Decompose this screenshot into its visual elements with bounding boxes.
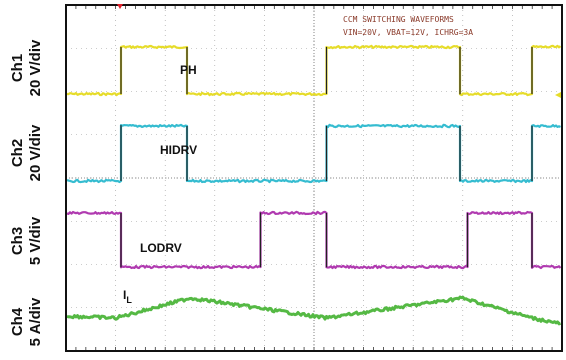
ch3-scale: 5 V/div: [27, 216, 44, 265]
ch2-edges: [120, 125, 533, 181]
ch4-name: Ch4: [9, 307, 26, 336]
hidrv-label: HIDRV: [160, 143, 197, 157]
annotation-line-2: VIN=20V, VBAT=12V, ICHRG=3A: [343, 28, 473, 37]
plot-frame: [65, 4, 563, 352]
lodrv-label: LODRV: [140, 241, 182, 255]
ch2-trace: [66, 123, 561, 184]
ch2-scale: 20 V/div: [27, 124, 44, 181]
ch3-name: Ch3: [9, 227, 26, 255]
il-label: IL: [123, 288, 132, 305]
ch1-edges: [120, 47, 533, 95]
ch3-trace: [66, 210, 562, 270]
ch4-trace: [66, 295, 562, 326]
trigger-marker-icon: [117, 4, 123, 9]
ch1-trace: [66, 44, 562, 97]
ch2-name: Ch2: [9, 139, 26, 167]
annotation-line-1: CCM SWITCHING WAVEFORMS: [343, 15, 454, 24]
ch1-name: Ch1: [9, 54, 26, 82]
ph-label: PH: [180, 63, 197, 77]
ch1-scale: 20 V/div: [27, 39, 44, 96]
ch4-scale: 5 A/div: [27, 297, 44, 346]
ground-marker-icon: [555, 92, 561, 98]
traces: [66, 44, 562, 326]
ch3-edges: [120, 212, 533, 268]
